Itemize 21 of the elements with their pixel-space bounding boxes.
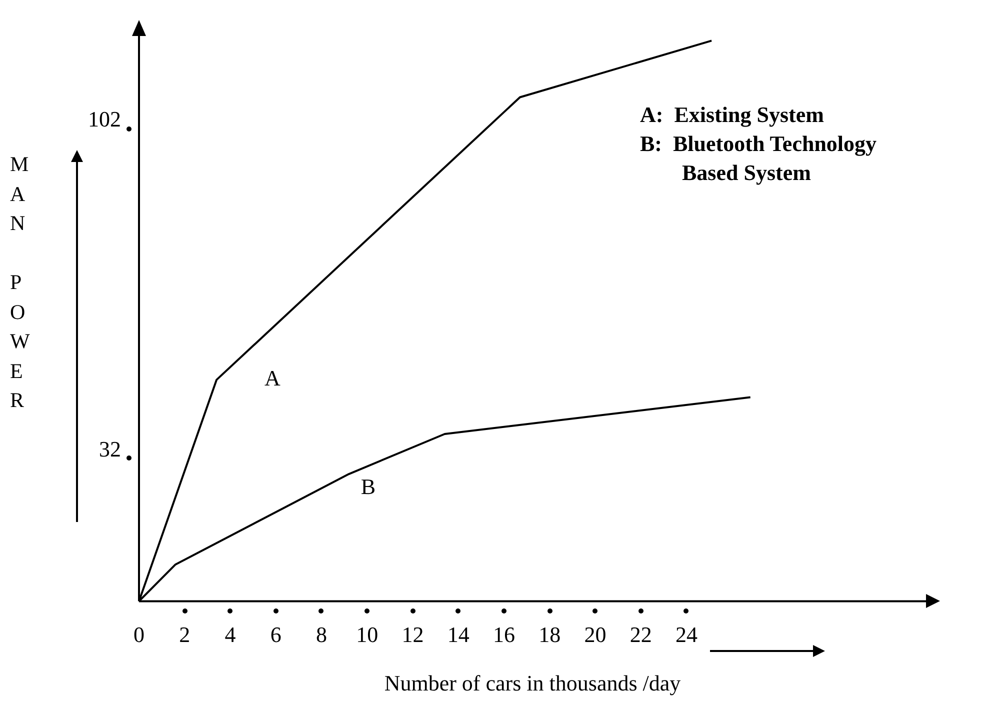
x-tick-label: 8 (316, 622, 327, 648)
x-tick-label: 10 (356, 622, 378, 648)
y-tick-label: 32 (99, 436, 121, 462)
annotation: A: Existing System (640, 101, 825, 129)
series-label: B (360, 474, 376, 499)
x-tick-label: 24 (675, 622, 698, 648)
x-tick-label: 12 (402, 622, 424, 648)
x-tick-label: 0 (134, 622, 144, 648)
x-axis-title: Number of cars in thousands /day (384, 670, 681, 696)
x-tick-label: 16 (492, 622, 515, 648)
text: MAN POWER (10, 152, 30, 412)
x-tick-label: 2 (179, 622, 190, 648)
x-tick-label: 22 (630, 622, 652, 648)
x-tick-label: 18 (538, 622, 561, 648)
x-tick-label: 6 (270, 622, 282, 648)
y-tick-label: 102 (88, 106, 121, 132)
series-label: A (264, 366, 281, 391)
annotation: B: Bluetooth Technology Based System (640, 130, 878, 187)
x-tick-label: 14 (447, 622, 470, 648)
x-tick-label: 4 (224, 622, 236, 648)
x-tick-label: 20 (584, 622, 606, 648)
